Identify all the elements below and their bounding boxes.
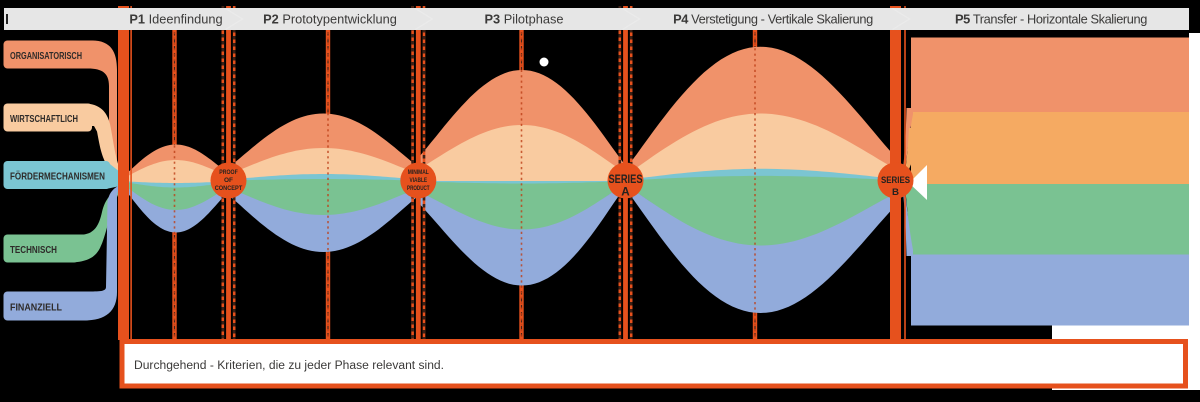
svg-text:FINANZIELL: FINANZIELL xyxy=(10,302,62,314)
svg-text:OF: OF xyxy=(224,177,233,184)
svg-text:B: B xyxy=(892,187,899,198)
svg-text:PROOF: PROOF xyxy=(219,169,238,176)
svg-text:VIABLE: VIABLE xyxy=(410,177,428,184)
svg-text:CONCEPT: CONCEPT xyxy=(215,185,243,192)
svg-text:WIRTSCHAFTLICH: WIRTSCHAFTLICH xyxy=(10,113,78,125)
svg-text:SERIES: SERIES xyxy=(609,174,643,186)
svg-text:TECHNISCH: TECHNISCH xyxy=(10,244,57,256)
svg-text:P2 Prototypentwicklung: P2 Prototypentwicklung xyxy=(263,12,397,27)
svg-text:MINIMAL: MINIMAL xyxy=(408,169,429,176)
svg-text:Durchgehend - Kriterien, die z: Durchgehend - Kriterien, die zu jeder Ph… xyxy=(134,360,444,372)
svg-text:A: A xyxy=(621,187,630,199)
svg-text:PRODUCT: PRODUCT xyxy=(407,185,430,192)
svg-text:ORGANISATORISCH: ORGANISATORISCH xyxy=(10,50,82,62)
svg-text:P4 Verstetigung - Vertikale Sk: P4 Verstetigung - Vertikale Skalierung xyxy=(673,12,873,27)
svg-text:P5 Transfer - Horizontale Skal: P5 Transfer - Horizontale Skalierung xyxy=(955,12,1147,27)
svg-text:P3 Pilotphase: P3 Pilotphase xyxy=(485,12,564,27)
svg-text:P1 Ideenfindung: P1 Ideenfindung xyxy=(129,12,222,27)
svg-text:FÖRDERMECHANISMEN: FÖRDERMECHANISMEN xyxy=(10,170,105,183)
svg-text:SERIES: SERIES xyxy=(881,175,910,186)
